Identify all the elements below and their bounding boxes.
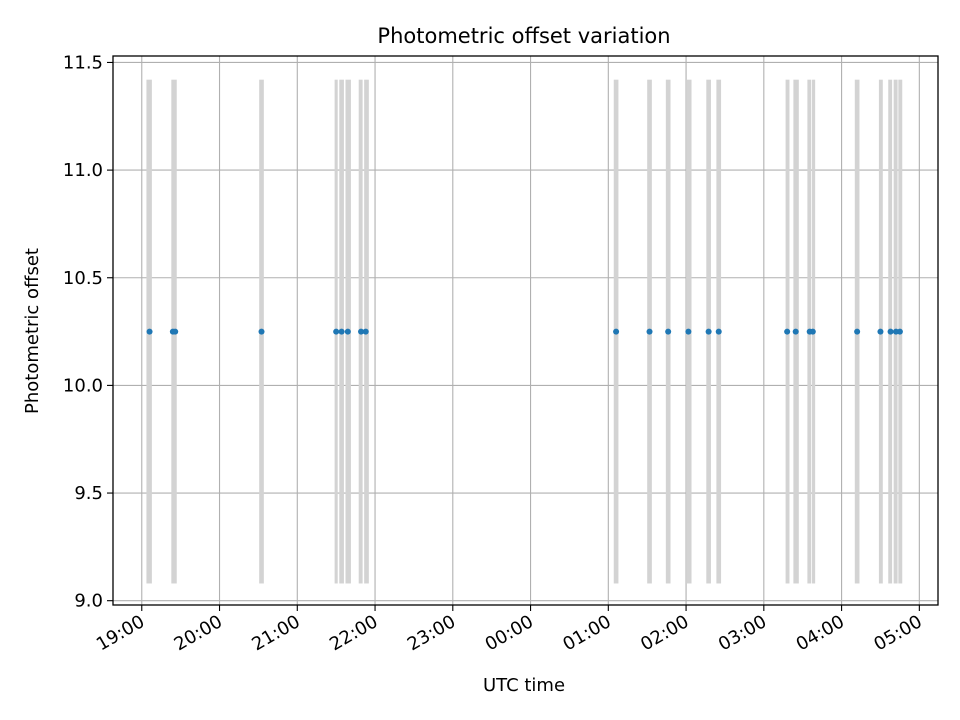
grid: [113, 56, 938, 605]
data-point: [258, 328, 265, 335]
data-point: [715, 328, 722, 335]
data-point: [172, 328, 179, 335]
data-point: [665, 328, 672, 335]
data-point: [877, 328, 884, 335]
x-axis-label: UTC time: [483, 675, 565, 696]
data-point: [685, 328, 692, 335]
data-points: [146, 328, 903, 335]
data-point: [784, 328, 791, 335]
data-point: [613, 328, 620, 335]
chart-title: Photometric offset variation: [377, 24, 670, 48]
data-point: [338, 328, 345, 335]
data-point: [809, 328, 816, 335]
plot-area-frame: [112, 55, 939, 606]
data-point: [362, 328, 369, 335]
data-point: [333, 328, 340, 335]
data-point: [705, 328, 712, 335]
data-point: [646, 328, 653, 335]
y-tick-label: 11.5: [63, 52, 103, 73]
y-tick-label: 9.0: [74, 591, 103, 612]
y-axis-ticks: 9.0 9.5 10.0 10.5 11.0 11.5: [63, 52, 113, 612]
y-tick-label: 11.0: [63, 160, 103, 181]
data-point: [887, 328, 894, 335]
data-point: [146, 328, 153, 335]
data-point: [792, 328, 799, 335]
data-point: [854, 328, 861, 335]
y-tick-label: 10.0: [63, 375, 103, 396]
data-point: [896, 328, 903, 335]
data-point: [358, 328, 365, 335]
y-tick-label: 9.5: [74, 483, 103, 504]
y-tick-label: 10.5: [63, 268, 103, 289]
y-axis-label: Photometric offset: [22, 248, 43, 414]
data-point: [344, 328, 351, 335]
